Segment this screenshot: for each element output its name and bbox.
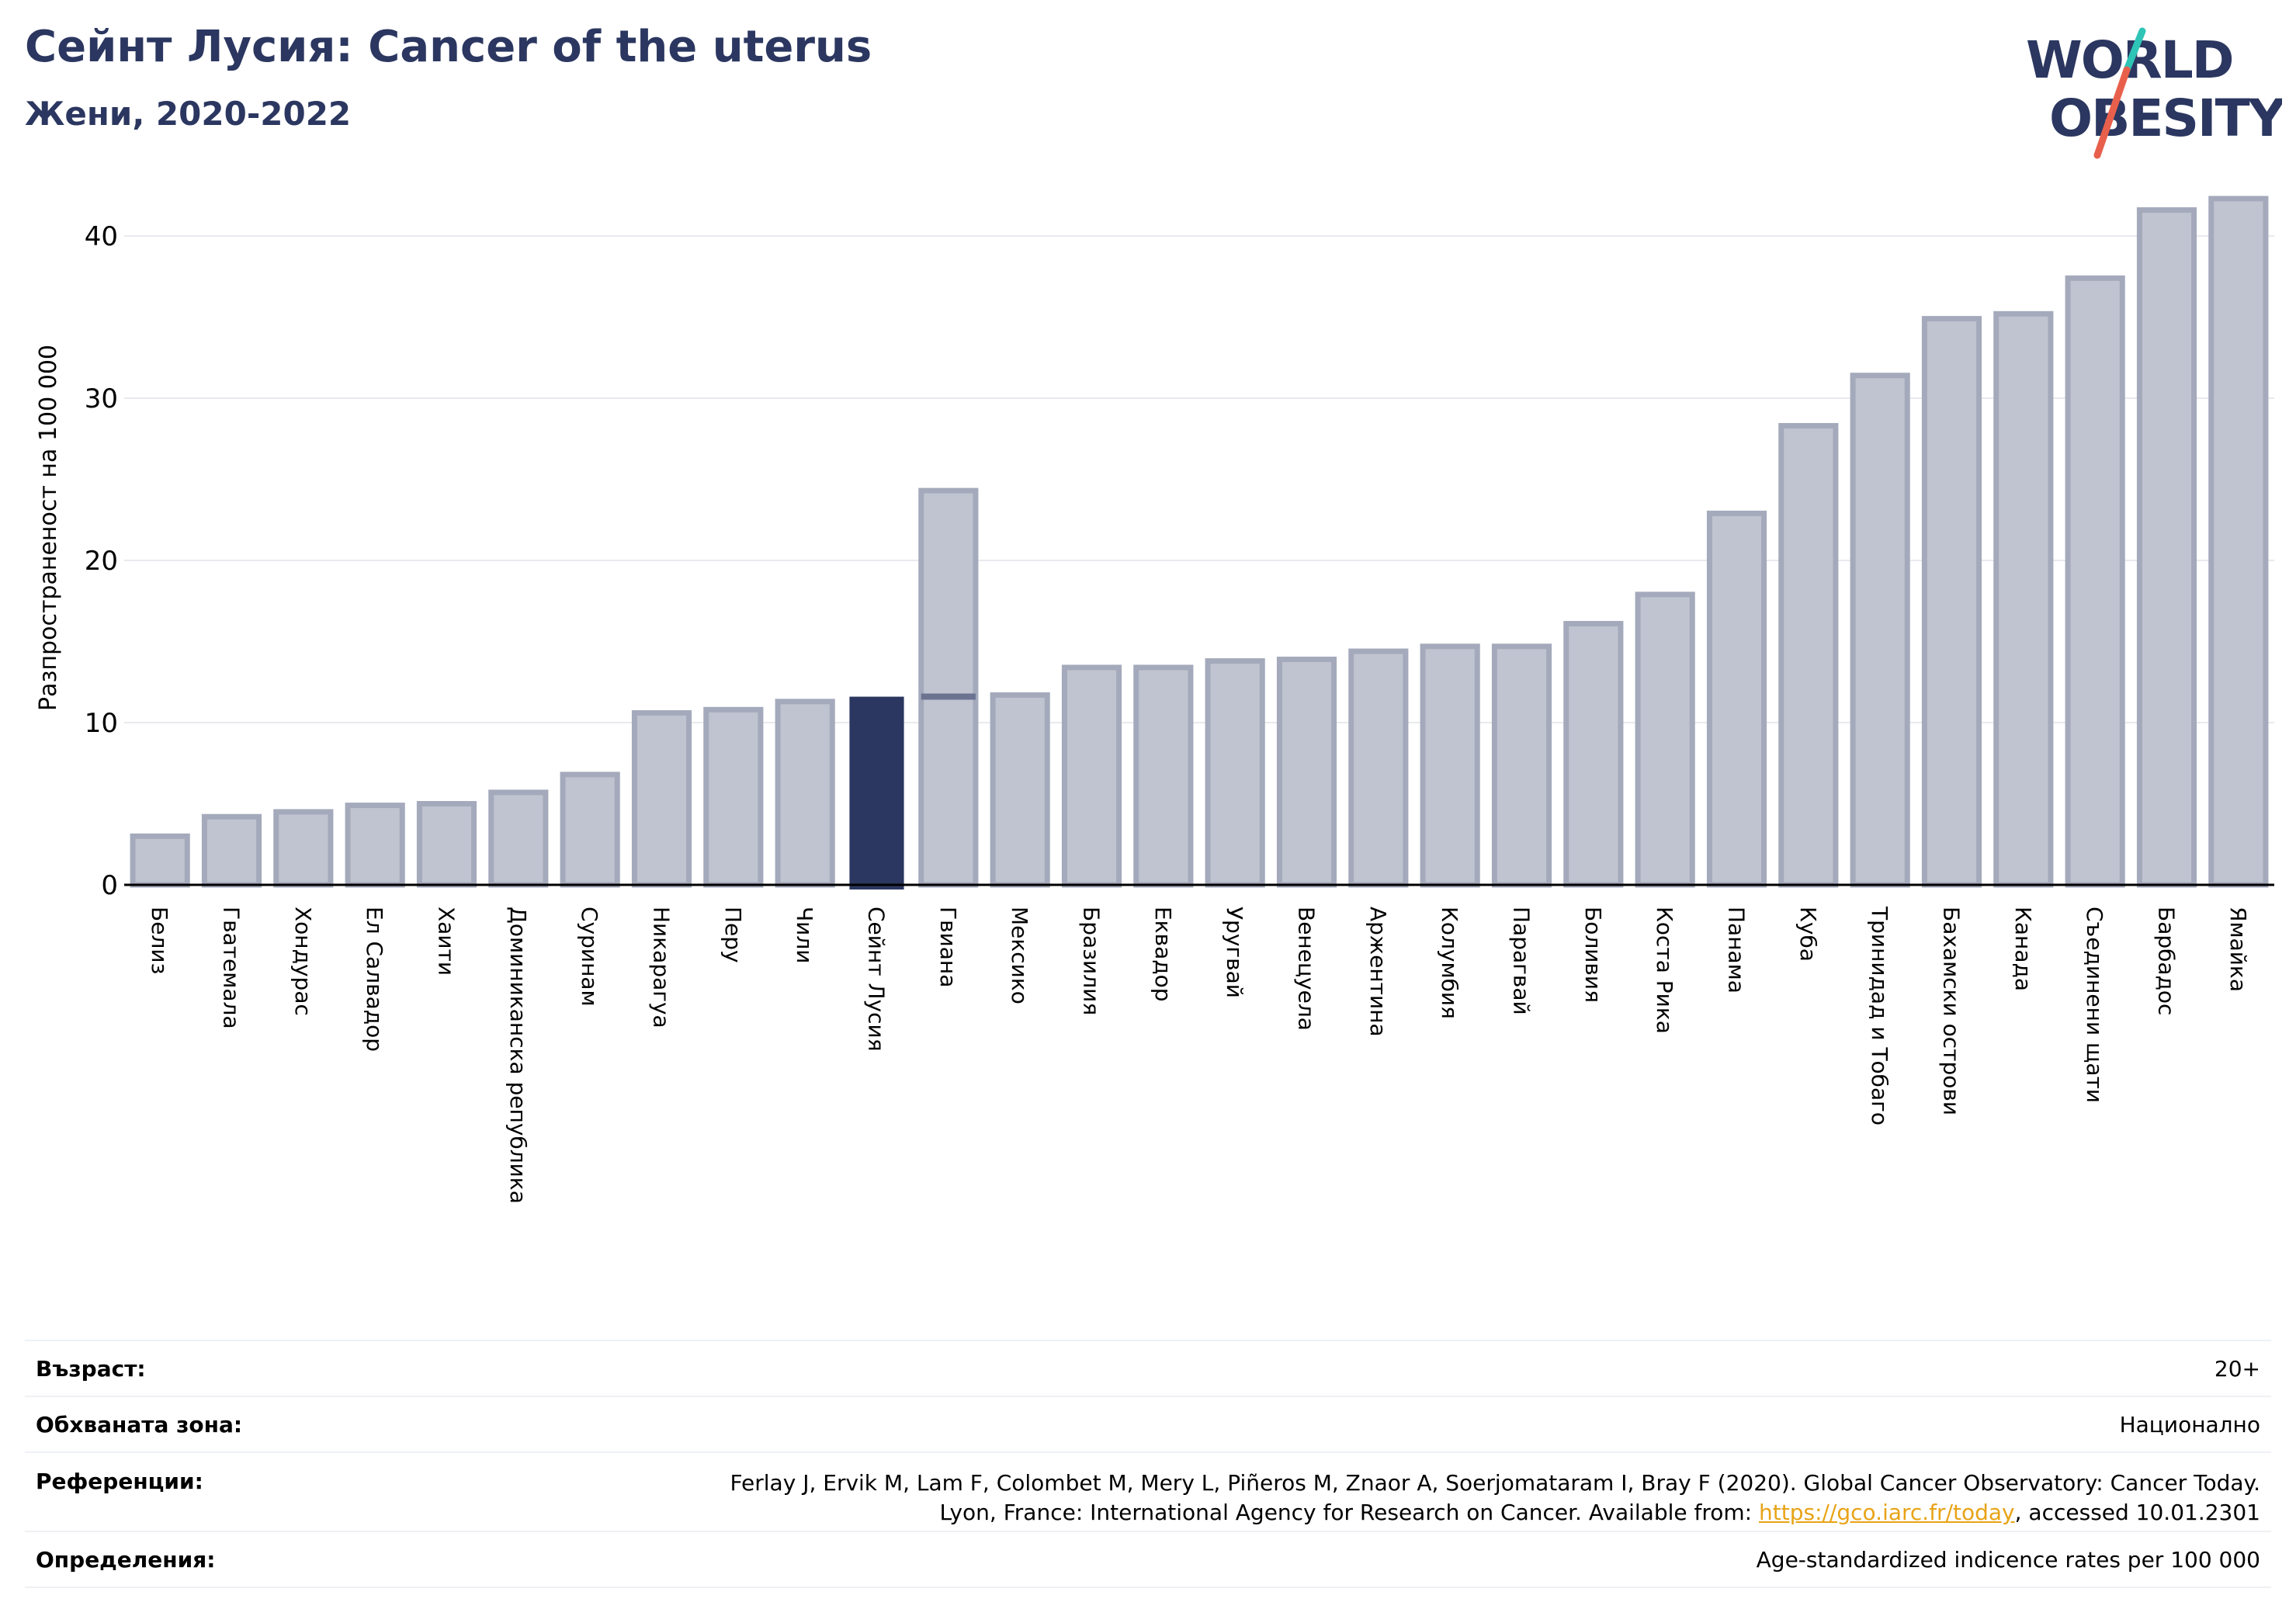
y-tick-label: 40 <box>85 221 118 252</box>
bar <box>1778 423 1839 888</box>
x-tick-label: Сейнт Лусия <box>864 907 890 1052</box>
bar <box>1205 658 1265 888</box>
bar <box>703 706 764 888</box>
x-tick-label: Ел Салвадор <box>362 907 387 1052</box>
x-tick-label: Аржентина <box>1365 907 1391 1037</box>
x-tick-label: Венецуела <box>1294 907 1320 1031</box>
bars <box>130 196 2269 890</box>
bar <box>201 813 262 888</box>
logo-word-obesity: OBESITY <box>2049 88 2282 148</box>
bar <box>2208 196 2269 888</box>
bar <box>416 801 477 888</box>
bar <box>560 772 620 888</box>
x-axis-labels: Белиз Гватемала Хондурас Ел Салвадор Хаити До… <box>147 906 2251 1204</box>
x-tick-label: Колумбия <box>1437 907 1462 1019</box>
x-tick-label: Панама <box>1724 907 1750 994</box>
x-tick-label: Мексико <box>1007 907 1032 1004</box>
meta-value-age: 20+ <box>2214 1355 2260 1382</box>
y-tick-label: 0 <box>101 870 118 901</box>
bar <box>1635 591 1695 888</box>
bar <box>775 699 835 888</box>
meta-key-area: Обхваната зона: <box>36 1411 243 1437</box>
x-tick-label: Доминиканска република <box>505 907 531 1204</box>
x-tick-label: Бахамски острови <box>1939 907 1965 1115</box>
meta-value-references: Ferlay J, Ervik M, Lam F, Colombet M, Me… <box>730 1469 2260 1528</box>
x-tick-label: Суринам <box>577 907 602 1007</box>
meta-key-age: Възраст: <box>36 1355 146 1382</box>
chart-subtitle: Жени, 2020-2022 <box>25 95 352 133</box>
y-axis-label: Разпространеност на 100 000 <box>35 345 62 711</box>
meta-key-references: Референции: <box>36 1469 203 1494</box>
bar <box>849 696 904 890</box>
bar <box>990 692 1050 888</box>
bar <box>1133 664 1194 888</box>
x-tick-label: Ямайка <box>2225 907 2251 992</box>
x-tick-label: Гватемала <box>219 907 245 1029</box>
bar <box>1850 373 1910 888</box>
bar <box>130 833 190 888</box>
x-tick-label: Боливия <box>1580 907 1606 1003</box>
reference-line-2-prefix: Lyon, France: International Agency for R… <box>939 1500 1759 1525</box>
bar <box>1706 510 1767 888</box>
chart-title: Сейнт Лусия: Cancer of the uterus <box>25 22 872 72</box>
bar <box>273 809 334 888</box>
meta-key-definitions: Определения: <box>36 1546 216 1573</box>
bar <box>1993 310 2054 888</box>
y-tick-label: 10 <box>85 708 118 739</box>
bar <box>1348 648 1409 888</box>
meta-value-definitions: Age-standardized indicence rates per 100… <box>1756 1546 2260 1573</box>
meta-row-age: Възраст: 20+ <box>25 1340 2271 1396</box>
logo-slash-teal <box>2123 27 2146 74</box>
bar <box>345 803 405 888</box>
x-tick-label: Перу <box>720 907 746 963</box>
bar <box>2065 275 2125 888</box>
meta-row-definitions: Определения: Age-standardized indicence … <box>25 1531 2271 1588</box>
x-tick-label: Коста Рика <box>1652 907 1677 1034</box>
x-tick-label: Хаити <box>434 907 460 976</box>
x-tick-label: Белиз <box>147 907 172 974</box>
x-tick-label: Канада <box>2010 907 2036 991</box>
x-tick-label: Хондурас <box>290 907 316 1016</box>
meta-row-references: Референции: Ferlay J, Ervik M, Lam F, Co… <box>25 1451 2271 1531</box>
metadata-table: Възраст: 20+ Обхваната зона: Национално … <box>25 1340 2271 1588</box>
bar <box>2136 207 2197 888</box>
logo-slash-coral <box>2093 66 2131 159</box>
bar <box>1420 643 1480 888</box>
reference-line-2-suffix: , accessed 10.01.2301 <box>2014 1500 2260 1525</box>
x-tick-label: Куба <box>1795 907 1821 962</box>
x-tick-label: Парагвай <box>1509 907 1535 1015</box>
x-tick-label: Уругвай <box>1222 907 1247 998</box>
world-obesity-logo: WORLD OBESITY <box>2026 27 2282 159</box>
bar <box>1921 316 1982 888</box>
meta-value-area: Национално <box>2119 1411 2260 1437</box>
meta-row-area: Обхваната зона: Национално <box>25 1396 2271 1451</box>
y-axis-ticks: 0 10 20 30 40 <box>85 221 118 901</box>
x-tick-label: Барбадос <box>2154 907 2180 1015</box>
x-tick-label: Тринидад и Тобаго <box>1867 906 1892 1125</box>
y-tick-label: 30 <box>85 383 118 414</box>
bar <box>488 789 549 888</box>
bar <box>1563 621 1624 888</box>
bar-chart: 0 10 20 30 40 Белиз Гватемала Хондурас Ел Салва… <box>35 196 2274 1204</box>
y-tick-label: 20 <box>85 546 118 577</box>
x-tick-label: Бразилия <box>1079 907 1105 1015</box>
x-tick-label: Гвиана <box>935 907 961 987</box>
bar <box>918 487 979 888</box>
reference-link[interactable]: https://gco.iarc.fr/today <box>1759 1500 2015 1525</box>
bar <box>1061 664 1122 888</box>
bar <box>1276 656 1337 888</box>
reference-line-1: Ferlay J, Ervik M, Lam F, Colombet M, Me… <box>730 1470 2260 1496</box>
x-tick-label: Никарагуа <box>649 907 675 1028</box>
x-tick-label: Чили <box>792 907 817 964</box>
x-tick-label: Съединени щати <box>2082 907 2107 1103</box>
bar <box>1491 643 1552 888</box>
bar <box>631 709 692 888</box>
x-tick-label: Еквадор <box>1150 907 1176 1002</box>
